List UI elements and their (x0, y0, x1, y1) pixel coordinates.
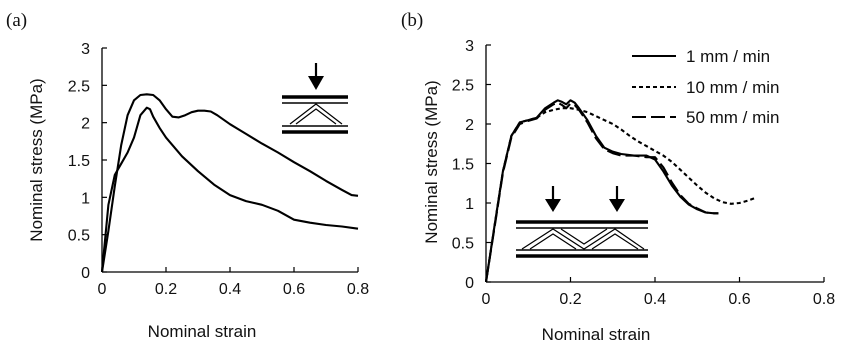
panel-a-y-tick-label: 3 (81, 41, 90, 58)
panel-a-y-tick-label: 1 (81, 190, 90, 207)
panel-b-series-line-3 (484, 101, 719, 283)
panel-b-y-tick-label: 2 (465, 117, 474, 134)
legend-label-2: 10 mm / min (686, 78, 780, 97)
panel-a-axes: 0 0.2 0.4 0.6 0.8 0 0.5 1 1.5 2 2.5 3 (68, 41, 369, 298)
panel-b-x-axis-label: Nominal strain (542, 325, 651, 344)
panel-a-x-tick-label: 0.6 (283, 281, 305, 298)
panel-a-series-line-1 (100, 93, 359, 273)
panel-b-label: (b) (401, 10, 423, 31)
panel-a: (a) 0 0.2 0.4 0.6 0.8 0 0.5 1 1.5 2 2.5 3 Nominal s… (6, 10, 369, 341)
panel-a-y-tick-label: 1.5 (68, 153, 90, 170)
panel-a-y-tick-label: 2 (81, 116, 90, 133)
panel-b-x-tick-label: 0.8 (813, 291, 835, 308)
panel-a-x-axis-label: Nominal strain (148, 322, 257, 341)
panel-a-series-line-2 (100, 106, 359, 273)
panel-a-x-tick-label: 0.2 (155, 281, 177, 298)
panel-a-y-tick-label: 2.5 (68, 78, 90, 95)
panel-a-x-tick-label: 0 (98, 281, 107, 298)
panel-b-y-tick-label: 0.5 (452, 236, 474, 253)
panel-b-axes: 0 0.2 0.4 0.6 0.8 0 0.5 1 1.5 2 2.5 3 (452, 38, 835, 308)
panel-b-y-tick-label: 1 (465, 196, 474, 213)
panel-b-x-tick-label: 0.6 (728, 291, 750, 308)
panel-b-series (484, 99, 757, 283)
arrow-double-truss-cell-icon (516, 186, 648, 258)
panel-b-y-tick-label: 3 (465, 38, 474, 55)
panel-a-y-axis-label: Nominal stress (MPa) (27, 78, 46, 241)
panel-a-y-tick-label: 0 (81, 265, 90, 282)
panel-a-series (100, 93, 359, 273)
legend-label-3: 50 mm / min (686, 108, 780, 127)
panel-b-y-tick-label: 0 (465, 275, 474, 292)
panel-b-x-tick-label: 0.4 (644, 291, 666, 308)
arrow-single-truss-cell-icon (282, 63, 348, 134)
panel-a-x-tick-label: 0.8 (347, 281, 369, 298)
legend-label-1: 1 mm / min (686, 47, 770, 66)
panel-a-y-tick-label: 0.5 (68, 228, 90, 245)
panel-a-label: (a) (6, 10, 27, 31)
panel-b-y-tick-label: 2.5 (452, 78, 474, 95)
panel-b-x-tick-label: 0.2 (559, 291, 581, 308)
panel-b-y-tick-label: 1.5 (452, 157, 474, 174)
panel-b: (b) 0 0.2 0.4 0.6 0.8 0 0.5 1 1.5 2 2.5 3 Nominal s… (401, 10, 835, 344)
panel-b-y-axis-label: Nominal stress (MPa) (422, 80, 441, 243)
panel-b-legend: 1 mm / min 10 mm / min 50 mm / min (632, 47, 780, 127)
panel-a-x-tick-label: 0.4 (219, 281, 241, 298)
panel-b-x-tick-label: 0 (482, 291, 491, 308)
